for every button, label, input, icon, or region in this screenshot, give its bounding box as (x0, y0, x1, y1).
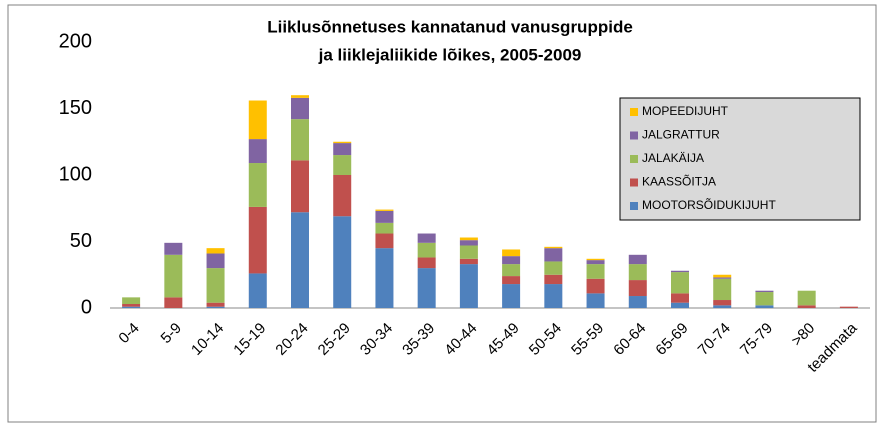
bar-segment (544, 248, 563, 262)
bar-segment (333, 216, 352, 308)
bar-segment (291, 119, 309, 161)
y-tick-label: 50 (70, 230, 92, 252)
bar-segment (502, 249, 521, 257)
legend-label: MOPEEDIJUHT (642, 104, 729, 118)
bar-segment (333, 155, 352, 175)
bar-segment (248, 273, 267, 308)
chart-title: Liiklusõnnetuses kannatanud vanusgruppid… (267, 17, 633, 36)
bar-segment (248, 206, 267, 274)
bar-segment (459, 240, 478, 246)
bar-segment (586, 264, 605, 279)
bar-segment (502, 264, 521, 277)
bar-segment (628, 296, 647, 308)
bar-segment (713, 305, 732, 308)
bar-segment (459, 264, 478, 308)
bar-segment (417, 268, 436, 308)
bar-segment (713, 277, 732, 279)
bar-segment (671, 270, 689, 273)
legend-swatch (630, 131, 638, 140)
bar-segment (248, 139, 267, 164)
bar-segment (839, 306, 858, 308)
y-tick-label: 150 (59, 97, 92, 119)
bar-segment (291, 160, 309, 213)
bar-segment (164, 242, 183, 255)
bar-segment (755, 305, 774, 308)
bar-segment (459, 237, 478, 241)
legend-label: MOOTORSÕIDUKIJUHT (642, 197, 776, 212)
bar-segment (291, 95, 309, 98)
bar-segment (206, 268, 225, 303)
bar-segment (164, 297, 183, 308)
bar-segment (544, 261, 563, 275)
bar-segment (502, 256, 521, 265)
bar-segment (628, 254, 647, 265)
bar-segment (544, 246, 563, 249)
bar-segment (628, 264, 647, 281)
bar-segment (797, 290, 816, 306)
bar-segment (164, 254, 183, 298)
bar-segment (628, 280, 647, 297)
bar-segment (375, 233, 394, 249)
bar-segment (417, 242, 436, 258)
y-tick-label: 200 (59, 30, 92, 52)
bar-segment (122, 304, 141, 307)
bar-segment (291, 212, 309, 308)
bar-segment (333, 141, 352, 144)
bar-segment (755, 290, 774, 293)
bar-segment (206, 248, 225, 254)
bar-segment (122, 306, 141, 308)
legend-label: JALAKÄIJA (642, 151, 704, 165)
bar-segment (206, 253, 225, 269)
bar-segment (375, 248, 394, 308)
bar-segment (291, 97, 309, 120)
bar-segment (586, 260, 605, 265)
y-tick-label: 0 (81, 296, 92, 318)
bar-segment (671, 302, 689, 308)
bar-segment (755, 292, 774, 306)
bar-segment (248, 163, 267, 207)
bar-segment (671, 293, 689, 303)
bar-segment (459, 245, 478, 259)
bar-segment (248, 100, 267, 140)
legend-label: JALGRATTUR (642, 128, 720, 142)
bar-segment (502, 276, 521, 285)
bar-segment (671, 272, 689, 294)
bar-segment (544, 284, 563, 308)
legend-swatch (630, 108, 638, 116)
bar-segment (206, 302, 225, 307)
bar-segment (206, 306, 225, 308)
bar-segment (459, 258, 478, 265)
bar-segment (375, 222, 394, 234)
bar-segment (713, 274, 732, 278)
bar-segment (713, 278, 732, 301)
bar-segment (333, 175, 352, 217)
bar-segment (375, 210, 394, 223)
bar-segment (333, 143, 352, 156)
bar-segment (586, 258, 605, 261)
bar-segment (502, 284, 521, 308)
bar-segment (586, 293, 605, 308)
bar-segment (375, 209, 394, 211)
legend-swatch (630, 155, 638, 163)
bar-segment (797, 305, 816, 308)
bar-segment (586, 278, 605, 294)
y-tick-label: 100 (59, 163, 92, 185)
legend-label: KAASSÕITJA (642, 174, 716, 189)
legend-swatch (630, 202, 638, 210)
legend-swatch (630, 178, 638, 187)
chart-title: ja liiklejaliikide lõikes, 2005-2009 (318, 45, 582, 64)
bar-segment (544, 274, 563, 285)
bar-segment (417, 233, 436, 243)
legend-box (619, 97, 861, 221)
bar-segment (122, 297, 141, 305)
bar-segment (713, 300, 732, 306)
bar-segment (417, 257, 436, 269)
